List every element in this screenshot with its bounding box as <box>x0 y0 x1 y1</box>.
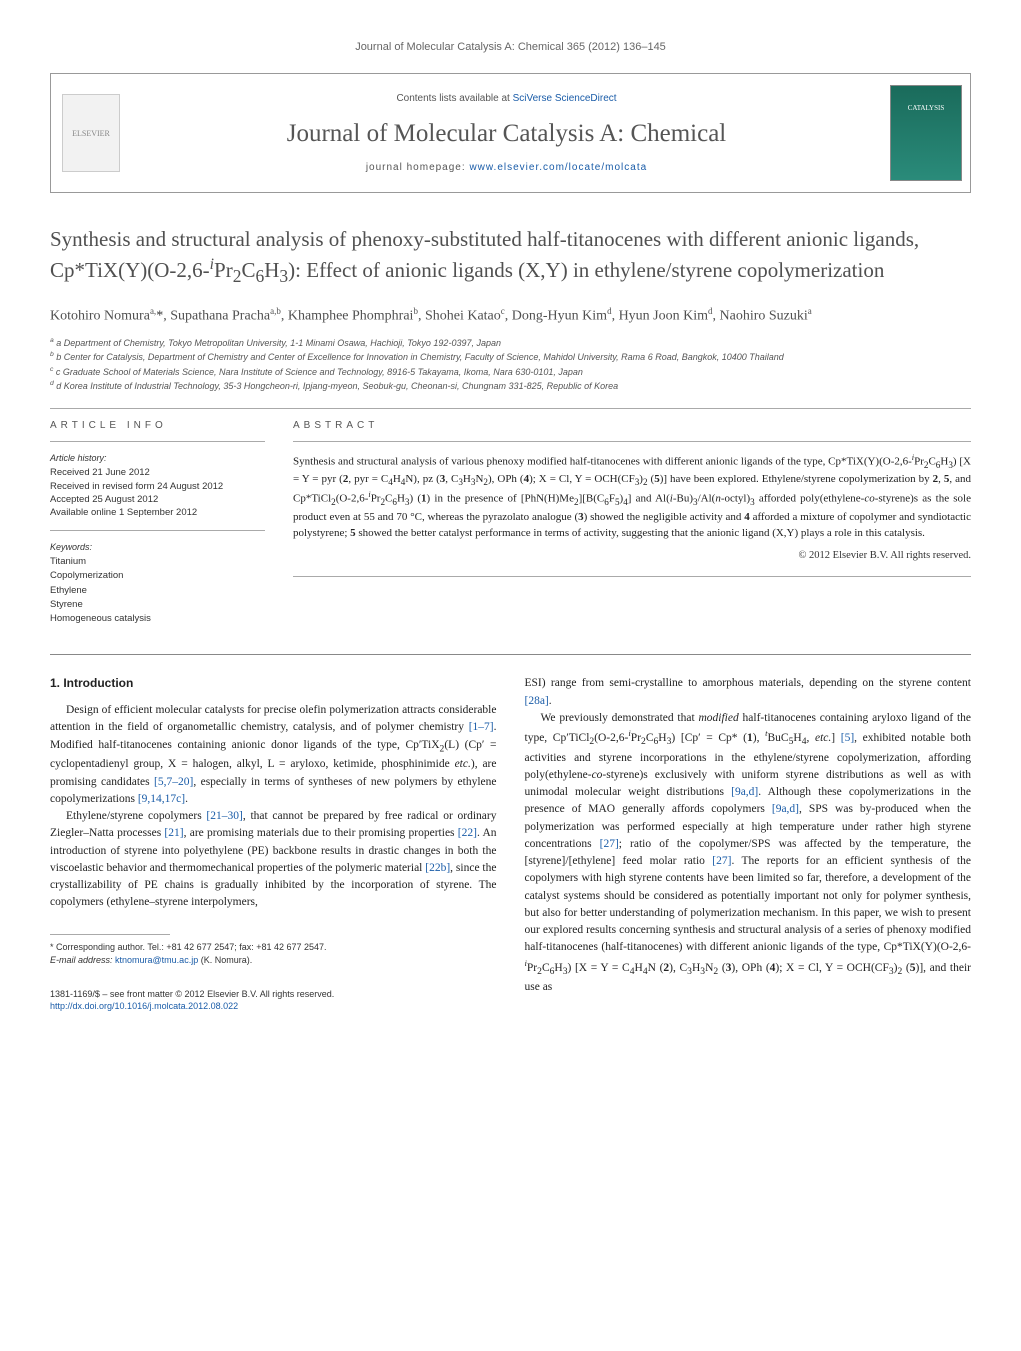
corresponding-author-footnote: * Corresponding author. Tel.: +81 42 677… <box>50 941 497 968</box>
keywords-rule <box>50 530 265 531</box>
footnote-separator <box>50 934 170 935</box>
keywords-label: Keywords: <box>50 541 265 554</box>
keyword-4: Styrene <box>50 598 265 612</box>
history-received: Received 21 June 2012 <box>50 466 265 479</box>
article-info-block: ARTICLE INFO Article history: Received 2… <box>50 419 265 637</box>
history-online: Available online 1 September 2012 <box>50 506 265 519</box>
homepage-label: journal homepage: <box>366 162 470 173</box>
footer-issn-doi: 1381-1169/$ – see front matter © 2012 El… <box>50 988 497 1013</box>
divider-top <box>50 408 971 409</box>
publisher-logo-slot: ELSEVIER <box>51 74 131 192</box>
history-label: Article history: <box>50 452 265 465</box>
contents-available-line: Contents lists available at SciVerse Sci… <box>396 92 616 106</box>
abstract-copyright: © 2012 Elsevier B.V. All rights reserved… <box>293 549 971 564</box>
article-title: Synthesis and structural analysis of phe… <box>50 225 971 288</box>
intro-paragraph-4: We previously demonstrated that modified… <box>525 710 972 996</box>
history-revised: Received in revised form 24 August 2012 <box>50 480 265 493</box>
affiliation-d: d d Korea Institute of Industrial Techno… <box>50 379 971 394</box>
section-1-heading: 1. Introduction <box>50 675 497 692</box>
journal-header-box: ELSEVIER Contents lists available at Sci… <box>50 73 971 193</box>
running-head: Journal of Molecular Catalysis A: Chemic… <box>50 40 971 55</box>
email-author-suffix: (K. Nomura). <box>198 955 252 965</box>
info-abstract-row: ARTICLE INFO Article history: Received 2… <box>50 419 971 637</box>
elsevier-logo: ELSEVIER <box>62 94 120 172</box>
affiliation-c: c c Graduate School of Materials Science… <box>50 365 971 380</box>
intro-paragraph-1: Design of efficient molecular catalysts … <box>50 702 497 808</box>
affiliation-a: a a Department of Chemistry, Tokyo Metro… <box>50 336 971 351</box>
sciencedirect-link[interactable]: SciVerse ScienceDirect <box>513 93 617 104</box>
keyword-2: Copolymerization <box>50 569 265 583</box>
intro-paragraph-3: ESI) range from semi-crystalline to amor… <box>525 675 972 710</box>
journal-title: Journal of Molecular Catalysis A: Chemic… <box>287 116 727 151</box>
journal-header-center: Contents lists available at SciVerse Sci… <box>131 74 882 192</box>
journal-cover-slot: CATALYSIS <box>882 74 970 192</box>
author-list: Kotohiro Nomuraa,*, Supathana Prachaa,b,… <box>50 305 971 326</box>
issn-line: 1381-1169/$ – see front matter © 2012 El… <box>50 988 497 1001</box>
abstract-rule <box>293 441 971 442</box>
corr-author-line: * Corresponding author. Tel.: +81 42 677… <box>50 941 497 955</box>
corr-email-line: E-mail address: ktnomura@tmu.ac.jp (K. N… <box>50 954 497 968</box>
abstract-block: ABSTRACT Synthesis and structural analys… <box>293 419 971 637</box>
paper-page: Journal of Molecular Catalysis A: Chemic… <box>0 0 1021 1053</box>
abstract-text: Synthesis and structural analysis of var… <box>293 452 971 542</box>
article-info-rule <box>50 441 265 442</box>
journal-cover-thumbnail: CATALYSIS <box>890 85 962 181</box>
journal-homepage-line: journal homepage: www.elsevier.com/locat… <box>366 161 647 175</box>
affiliation-b: b b Center for Catalysis, Department of … <box>50 350 971 365</box>
doi-link[interactable]: http://dx.doi.org/10.1016/j.molcata.2012… <box>50 1001 238 1011</box>
corr-email-link[interactable]: ktnomura@tmu.ac.jp <box>115 955 198 965</box>
divider-main <box>50 654 971 655</box>
homepage-link[interactable]: www.elsevier.com/locate/molcata <box>469 162 647 173</box>
affiliation-list: a a Department of Chemistry, Tokyo Metro… <box>50 336 971 394</box>
keyword-3: Ethylene <box>50 584 265 598</box>
doi-line: http://dx.doi.org/10.1016/j.molcata.2012… <box>50 1000 497 1013</box>
keywords-block: Keywords: Titanium Copolymerization Ethy… <box>50 541 265 627</box>
body-columns: 1. Introduction Design of efficient mole… <box>50 675 971 1012</box>
column-left: 1. Introduction Design of efficient mole… <box>50 675 497 1012</box>
column-right: ESI) range from semi-crystalline to amor… <box>525 675 972 1012</box>
contents-label: Contents lists available at <box>396 93 512 104</box>
email-label: E-mail address: <box>50 955 115 965</box>
intro-paragraph-2: Ethylene/styrene copolymers [21–30], tha… <box>50 808 497 912</box>
keyword-5: Homogeneous catalysis <box>50 612 265 626</box>
article-info-header: ARTICLE INFO <box>50 419 265 433</box>
article-history: Article history: Received 21 June 2012 R… <box>50 452 265 520</box>
keyword-1: Titanium <box>50 555 265 569</box>
abstract-bottom-rule <box>293 576 971 577</box>
abstract-header: ABSTRACT <box>293 419 971 433</box>
history-accepted: Accepted 25 August 2012 <box>50 493 265 506</box>
